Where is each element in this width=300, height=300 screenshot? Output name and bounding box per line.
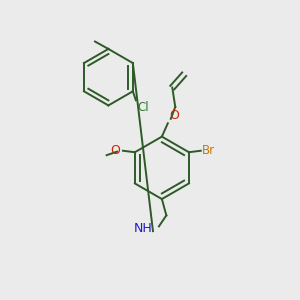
Text: O: O [169,109,179,122]
Text: O: O [110,144,120,157]
Text: Cl: Cl [137,101,149,114]
Text: NH: NH [134,222,153,235]
Text: Br: Br [202,144,215,157]
